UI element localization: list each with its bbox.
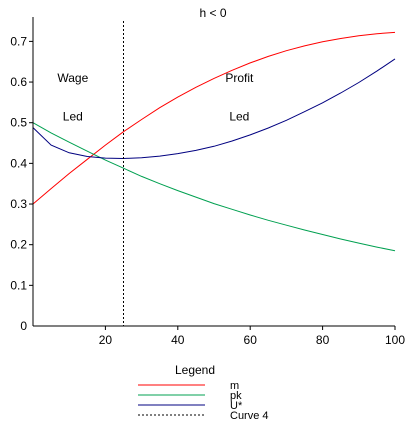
axes: 0.1 0.2 0.3 0.4 0.5 0.6 0.7 20 40 60 80 100 0 [10, 17, 405, 347]
x-tick-label: 100 [385, 333, 405, 347]
x-tick-label: 80 [316, 333, 330, 347]
y-tick-label: 0.2 [10, 238, 27, 252]
chart-title: h < 0 [199, 6, 226, 20]
y-tick-label: 0.5 [10, 116, 27, 130]
region-label: Wage [57, 71, 88, 85]
y-tick-label: 0.1 [10, 278, 27, 292]
legend-title: Legend [175, 363, 215, 377]
series-line-1 [32, 122, 396, 252]
legend-label: pk [230, 390, 242, 402]
legend-label: m [230, 380, 239, 392]
annotations: Wage Led Profit Led [57, 71, 254, 124]
y-tick-label: 0.7 [10, 34, 27, 48]
y-tick-label: 0.3 [10, 197, 27, 211]
y-tick-label: 0.4 [10, 156, 27, 170]
legend-label: Curve 4 [230, 410, 269, 422]
x-tick-label: 20 [99, 333, 113, 347]
series-line-2 [32, 58, 396, 160]
y-tick-label: 0.6 [10, 75, 27, 89]
plot-area [32, 21, 396, 326]
x-tick-label: 40 [171, 333, 185, 347]
region-label: Profit [225, 71, 254, 85]
region-label: Led [63, 110, 83, 124]
legend-label: U* [230, 400, 243, 412]
origin-label: 0 [20, 319, 27, 333]
series-line-0 [32, 31, 396, 205]
x-tick-label: 60 [244, 333, 258, 347]
region-label: Led [229, 110, 249, 124]
